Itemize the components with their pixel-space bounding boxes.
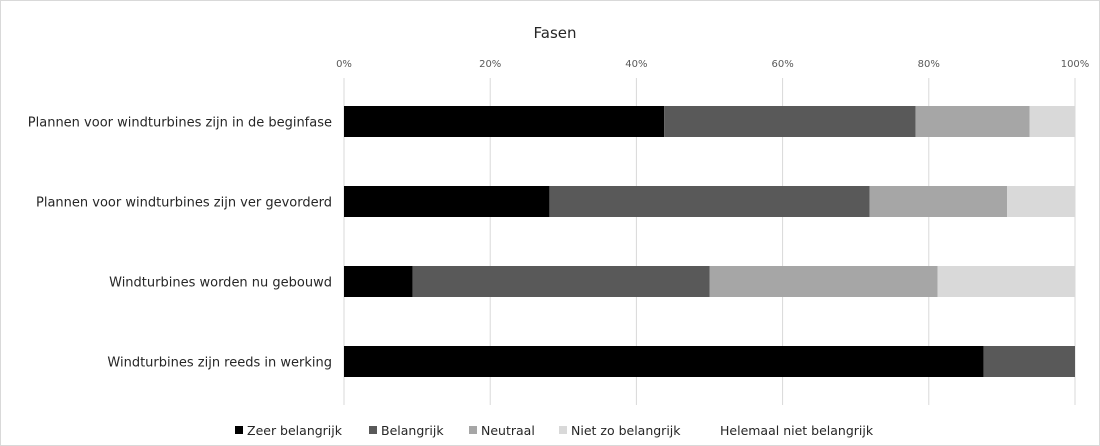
- x-tick-label: 60%: [771, 59, 793, 70]
- legend: Zeer belangrijk Belangrijk Neutraal Niet zo…: [235, 423, 874, 438]
- x-axis-ticks: 0% 20% 40% 60% 80% 100%: [336, 59, 1089, 70]
- legend-label: Belangrijk: [381, 423, 444, 438]
- legend-swatch: [559, 426, 567, 434]
- legend-label: Niet zo belangrijk: [571, 423, 681, 438]
- x-tick-label: 40%: [625, 59, 647, 70]
- bar-segment: [869, 186, 1008, 217]
- bar-segment: [344, 346, 984, 377]
- legend-swatch: [369, 426, 377, 434]
- category-label: Windturbines zijn reeds in werking: [107, 356, 332, 371]
- x-tick-label: 0%: [336, 59, 352, 70]
- bar-segment: [664, 106, 916, 137]
- bar-segment: [915, 106, 1030, 137]
- bar-segment: [344, 106, 665, 137]
- legend-label: Zeer belangrijk: [247, 423, 343, 438]
- bar-segment: [1007, 186, 1075, 217]
- category-label: Plannen voor windturbines zijn in de beg…: [28, 116, 332, 131]
- legend-swatch: [469, 426, 477, 434]
- x-tick-label: 80%: [918, 59, 940, 70]
- legend-label: Helemaal niet belangrijk: [720, 423, 874, 438]
- bar-segment: [937, 266, 1075, 297]
- bar-segment: [344, 266, 413, 297]
- bar-segment: [983, 346, 1075, 377]
- bar-segment: [344, 186, 550, 217]
- legend-swatch: [708, 426, 716, 434]
- x-tick-label: 100%: [1061, 59, 1090, 70]
- category-label: Plannen voor windturbines zijn ver gevor…: [36, 196, 332, 211]
- bars: [344, 106, 1075, 377]
- bar-segment: [709, 266, 938, 297]
- category-labels: Plannen voor windturbines zijn in de beg…: [28, 116, 332, 371]
- bar-segment: [549, 186, 870, 217]
- category-label: Windturbines worden nu gebouwd: [109, 276, 332, 291]
- bar-segment: [412, 266, 710, 297]
- x-tick-label: 20%: [479, 59, 501, 70]
- chart-title: Fasen: [534, 24, 577, 42]
- legend-label: Neutraal: [481, 423, 535, 438]
- legend-swatch: [235, 426, 243, 434]
- bar-segment: [1029, 106, 1075, 137]
